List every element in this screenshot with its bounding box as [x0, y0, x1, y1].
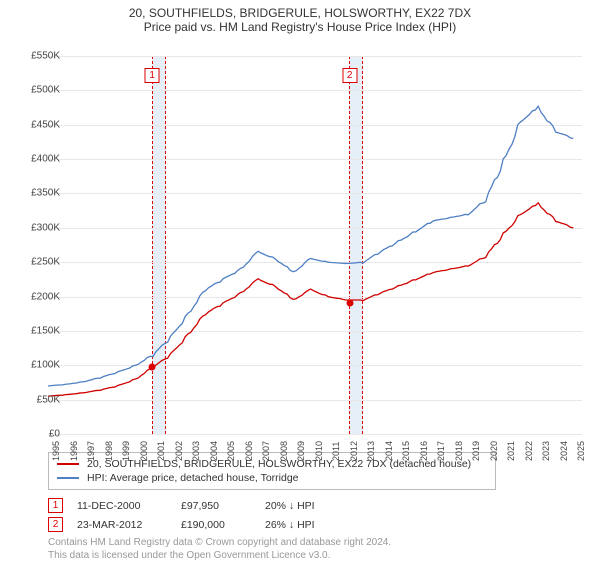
- x-axis-label: 2022: [524, 441, 534, 461]
- marker-badge-2: 2: [48, 517, 63, 532]
- x-axis-label: 1999: [121, 441, 131, 461]
- y-axis-label: £200K: [18, 291, 60, 302]
- x-axis-label: 2020: [489, 441, 499, 461]
- x-axis-label: 2025: [576, 441, 586, 461]
- chart-marker-badge: 1: [145, 68, 160, 83]
- marker-row-2: 2 23-MAR-2012 £190,000 26% ↓ HPI: [48, 515, 315, 534]
- marker-date-1: 11-DEC-2000: [77, 500, 167, 512]
- marker-pct-2: 26% ↓ HPI: [265, 519, 315, 531]
- y-axis-label: £550K: [18, 51, 60, 62]
- x-axis-label: 2007: [261, 441, 271, 461]
- title-line-2: Price paid vs. HM Land Registry's House …: [0, 20, 600, 34]
- x-axis-label: 2021: [506, 441, 516, 461]
- x-axis-label: 2004: [209, 441, 219, 461]
- copyright: Contains HM Land Registry data © Crown c…: [48, 536, 391, 562]
- x-axis-label: 2002: [174, 441, 184, 461]
- x-axis-label: 2012: [349, 441, 359, 461]
- legend-item-hpi: HPI: Average price, detached house, Torr…: [57, 471, 487, 485]
- x-axis-label: 2014: [384, 441, 394, 461]
- x-axis-label: 2008: [279, 441, 289, 461]
- y-axis-label: £500K: [18, 85, 60, 96]
- chart-marker-badge: 2: [342, 68, 357, 83]
- x-axis-label: 1995: [51, 441, 61, 461]
- x-axis-label: 2005: [226, 441, 236, 461]
- copyright-line-2: This data is licensed under the Open Gov…: [48, 549, 391, 562]
- legend-label-hpi: HPI: Average price, detached house, Torr…: [87, 472, 299, 484]
- y-axis-label: £100K: [18, 360, 60, 371]
- x-axis-label: 2024: [559, 441, 569, 461]
- legend-swatch-hpi: [57, 477, 79, 479]
- y-axis-label: £400K: [18, 154, 60, 165]
- x-axis-label: 1998: [104, 441, 114, 461]
- x-axis-label: 2019: [471, 441, 481, 461]
- y-axis-label: £50K: [18, 394, 60, 405]
- marker-date-2: 23-MAR-2012: [77, 519, 167, 531]
- y-axis-label: £150K: [18, 325, 60, 336]
- x-axis-label: 2009: [296, 441, 306, 461]
- x-axis-label: 2001: [156, 441, 166, 461]
- marker-pct-1: 20% ↓ HPI: [265, 500, 315, 512]
- x-axis-label: 2003: [191, 441, 201, 461]
- marker-price-1: £97,950: [181, 500, 251, 512]
- y-axis-label: £250K: [18, 257, 60, 268]
- y-axis-label: £0: [18, 429, 60, 440]
- x-axis-label: 2011: [331, 442, 341, 461]
- title-line-1: 20, SOUTHFIELDS, BRIDGERULE, HOLSWORTHY,…: [0, 6, 600, 20]
- marker-price-2: £190,000: [181, 519, 251, 531]
- x-axis-label: 2018: [454, 441, 464, 461]
- marker-badge-1: 1: [48, 498, 63, 513]
- x-axis-label: 2017: [436, 441, 446, 461]
- x-axis-label: 1996: [69, 441, 79, 461]
- x-axis-label: 1997: [86, 441, 96, 461]
- marker-row-1: 1 11-DEC-2000 £97,950 20% ↓ HPI: [48, 496, 315, 515]
- x-axis-label: 2023: [541, 441, 551, 461]
- y-axis-label: £300K: [18, 222, 60, 233]
- x-axis-label: 2010: [314, 441, 324, 461]
- x-axis-label: 2000: [139, 441, 149, 461]
- copyright-line-1: Contains HM Land Registry data © Crown c…: [48, 536, 391, 549]
- chart-title: 20, SOUTHFIELDS, BRIDGERULE, HOLSWORTHY,…: [0, 6, 600, 34]
- y-axis-label: £350K: [18, 188, 60, 199]
- x-axis-label: 2015: [401, 441, 411, 461]
- y-axis-label: £450K: [18, 119, 60, 130]
- marker-table: 1 11-DEC-2000 £97,950 20% ↓ HPI 2 23-MAR…: [48, 496, 315, 534]
- x-axis-label: 2016: [419, 441, 429, 461]
- legend-swatch-property: [57, 463, 79, 465]
- x-axis-label: 2006: [244, 441, 254, 461]
- line-chart: [48, 56, 582, 434]
- x-axis-label: 2013: [366, 441, 376, 461]
